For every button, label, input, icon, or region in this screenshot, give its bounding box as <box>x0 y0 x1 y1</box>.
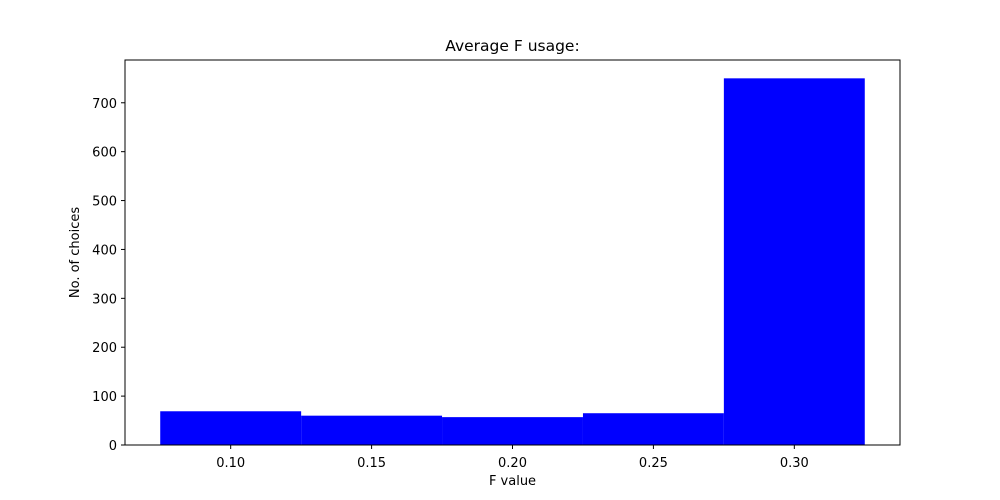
x-tick-label: 0.20 <box>498 456 527 471</box>
y-tick-label: 300 <box>92 292 117 307</box>
histogram-bar <box>301 415 443 445</box>
y-tick-label: 400 <box>92 243 117 258</box>
histogram-bar <box>582 413 724 445</box>
x-tick-label: 0.25 <box>639 456 668 471</box>
chart-title: Average F usage: <box>445 37 579 55</box>
x-axis-label: F value <box>489 474 536 489</box>
histogram-bar <box>723 78 865 445</box>
x-axis-ticks: 0.10 0.15 0.20 0.25 0.30 <box>216 445 809 471</box>
histogram-bar <box>442 417 583 445</box>
x-tick-label: 0.30 <box>780 456 809 471</box>
y-tick-label: 100 <box>92 390 117 405</box>
y-tick-label: 0 <box>109 439 117 454</box>
y-tick-label: 700 <box>92 97 117 112</box>
y-axis-label: No. of choices <box>68 207 83 298</box>
y-tick-label: 200 <box>92 341 117 356</box>
x-tick-label: 0.10 <box>216 456 245 471</box>
y-tick-label: 500 <box>92 195 117 210</box>
y-axis-ticks: 0 100 200 300 400 500 600 700 <box>92 97 125 454</box>
y-tick-label: 600 <box>92 146 117 161</box>
bars-group <box>160 78 865 445</box>
histogram-bar <box>160 411 302 445</box>
x-tick-label: 0.15 <box>357 456 386 471</box>
